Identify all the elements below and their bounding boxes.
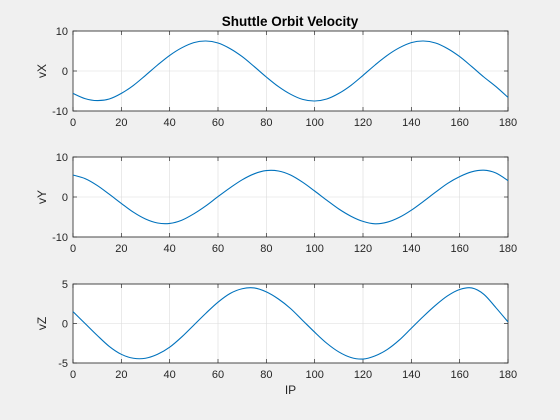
x-tick-label: 40 xyxy=(164,243,176,255)
x-tick-label: 100 xyxy=(305,369,323,381)
y-tick-label: 0 xyxy=(62,66,68,78)
x-tick-label: 60 xyxy=(212,243,224,255)
x-tick-label: 20 xyxy=(115,369,127,381)
y-tick-label: -10 xyxy=(52,106,68,118)
x-tick-label: 0 xyxy=(70,369,76,381)
x-tick-label: 120 xyxy=(354,117,372,129)
x-tick-label: 100 xyxy=(305,117,323,129)
x-tick-label: 80 xyxy=(260,117,272,129)
y-axis-label: vY xyxy=(35,190,49,204)
x-tick-label: 20 xyxy=(115,117,127,129)
x-tick-label: 100 xyxy=(305,243,323,255)
x-tick-label: 120 xyxy=(354,369,372,381)
x-tick-label: 120 xyxy=(354,243,372,255)
x-tick-label: 180 xyxy=(499,369,517,381)
y-tick-label: 10 xyxy=(56,26,68,38)
x-tick-label: 140 xyxy=(402,369,420,381)
x-tick-label: 40 xyxy=(164,369,176,381)
x-tick-label: 160 xyxy=(450,369,468,381)
y-tick-label: -10 xyxy=(52,232,68,244)
y-axis-label: vX xyxy=(35,64,49,78)
x-axis-label: IP xyxy=(285,383,296,397)
x-tick-label: 0 xyxy=(70,243,76,255)
x-tick-label: 160 xyxy=(450,243,468,255)
x-tick-label: 140 xyxy=(402,117,420,129)
x-tick-label: 160 xyxy=(450,117,468,129)
x-tick-label: 140 xyxy=(402,243,420,255)
y-tick-label: 0 xyxy=(62,192,68,204)
x-tick-label: 0 xyxy=(70,117,76,129)
y-tick-label: 5 xyxy=(62,279,68,291)
x-tick-label: 80 xyxy=(260,243,272,255)
x-tick-label: 40 xyxy=(164,117,176,129)
y-tick-label: 0 xyxy=(62,319,68,331)
y-tick-label: 10 xyxy=(56,152,68,164)
x-tick-label: 180 xyxy=(499,243,517,255)
y-axis-label: vZ xyxy=(35,317,49,330)
x-tick-label: 60 xyxy=(212,117,224,129)
x-tick-label: 60 xyxy=(212,369,224,381)
x-tick-label: 80 xyxy=(260,369,272,381)
x-tick-label: 20 xyxy=(115,243,127,255)
y-tick-label: -5 xyxy=(58,358,68,370)
figure-title: Shuttle Orbit Velocity xyxy=(222,14,359,29)
x-tick-label: 180 xyxy=(499,117,517,129)
